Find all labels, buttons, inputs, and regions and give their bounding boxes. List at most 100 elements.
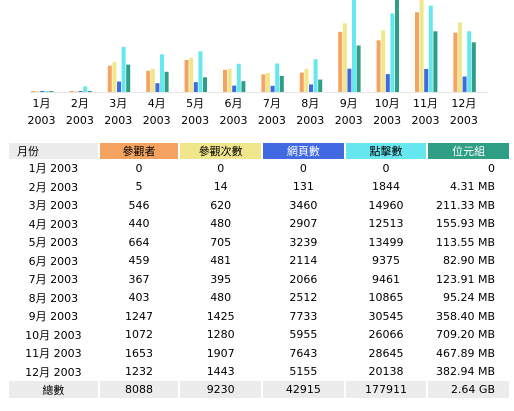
bar-bytes [203, 77, 207, 92]
x-tick-month: 6月 [225, 97, 243, 110]
bar-pages [232, 85, 237, 92]
bar-visits [419, 0, 424, 92]
x-tick-year: 2003 [373, 114, 401, 127]
cell-visits: 620 [210, 198, 232, 212]
bar-visits [112, 62, 117, 92]
monthly-bar-chart: 1月 2003 2月 2003 3月 2003 4月 2003 5月 2003 6月 2003 7月 20… [28, 0, 488, 127]
table-row: 7月 2003 367 395 2066 9461 123.91 MB [9, 270, 509, 289]
cell-bytes: 95.24 MB [442, 291, 495, 305]
cell-visitors: 5 [135, 180, 143, 194]
bar-visitors [415, 12, 419, 92]
cell-visitors: 440 [128, 217, 150, 231]
bar-bytes [241, 81, 246, 92]
cell-pages: 7643 [289, 346, 318, 360]
cell-pages: 5155 [289, 365, 318, 379]
cell-visitors: 0 [135, 161, 143, 175]
cell-pages: 0 [299, 161, 307, 175]
bar-visits [381, 30, 386, 92]
bar-bytes [126, 64, 131, 92]
bar-pages [155, 83, 160, 92]
x-tick-year: 2003 [143, 114, 171, 127]
bar-pages [117, 81, 121, 92]
cell-month: 4月 2003 [28, 217, 79, 231]
cell-month: 1月 2003 [28, 162, 79, 176]
cell-pages: 7733 [289, 309, 318, 323]
cell-pages: 42915 [263, 381, 344, 398]
cell-pages: 2066 [289, 272, 318, 286]
cell-visits: 480 [210, 217, 232, 231]
x-tick-month: 7月 [263, 97, 281, 110]
bar-pages [309, 84, 313, 92]
cell-visitors: 1072 [125, 328, 154, 342]
bar-hits [467, 31, 472, 92]
monthly-stats-table: 月份 參觀者 參觀次數 網頁數 點擊數 位元組 1月 2003 0 0 0 0 0 2月 2… [7, 143, 511, 398]
cell-month: 8月 2003 [28, 291, 79, 305]
cell-visitors: 403 [128, 291, 150, 305]
cell-visits: 1907 [206, 346, 235, 360]
table-row: 5月 2003 664 705 3239 13499 113.55 MB [9, 233, 509, 252]
cell-month: 總數 [9, 381, 98, 398]
bar-hits [352, 0, 356, 92]
bar-visits [150, 68, 155, 92]
cell-bytes: 4.31 MB [449, 180, 495, 194]
bar-pages [347, 68, 352, 92]
cell-visits: 480 [210, 291, 232, 305]
cell-month: 10月 2003 [25, 328, 82, 342]
table-row: 11月 2003 1653 1907 7643 28645 467.89 MB [9, 344, 509, 363]
table-row: 8月 2003 403 480 2512 10865 95.24 MB [9, 289, 509, 308]
cell-hits: 14960 [368, 198, 404, 212]
header-month: 月份 [9, 143, 98, 159]
cell-hits: 13499 [368, 235, 404, 249]
bar-pages [78, 91, 83, 92]
x-tick-year: 2003 [412, 114, 440, 127]
cell-hits: 26066 [368, 328, 404, 342]
table-row: 12月 2003 1232 1443 5155 20138 382.94 MB [9, 363, 509, 382]
table-row: 6月 2003 459 481 2114 9375 82.90 MB [9, 252, 509, 271]
cell-bytes: 358.40 MB [435, 309, 495, 323]
cell-month: 7月 2003 [28, 273, 79, 287]
x-tick-month: 12月 [451, 97, 476, 110]
x-tick-month: 4月 [148, 97, 166, 110]
header-visitors: 參觀者 [99, 143, 179, 159]
table-row: 4月 2003 440 480 2907 12513 155.93 MB [9, 215, 509, 234]
cell-visits: 705 [210, 235, 232, 249]
bar-hits [121, 46, 126, 92]
bar-bytes [87, 91, 92, 92]
bar-pages [385, 74, 390, 92]
bar-hits [44, 91, 49, 92]
cell-visits: 14 [213, 180, 228, 194]
cell-month: 6月 2003 [28, 254, 79, 268]
cell-bytes: 211.33 MB [435, 198, 495, 212]
header-pages: 網頁數 [263, 143, 344, 159]
cell-hits: 9375 [372, 254, 400, 268]
x-tick-month: 8月 [301, 97, 319, 110]
cell-month: 12月 2003 [25, 365, 82, 379]
cell-pages: 2512 [289, 291, 318, 305]
bar-pages [424, 69, 429, 92]
bar-visitors [376, 40, 381, 92]
cell-visits: 395 [210, 272, 232, 286]
x-tick-year: 2003 [66, 114, 94, 127]
bar-hits [198, 51, 203, 92]
bar-visits [304, 68, 309, 92]
table-row: 10月 2003 1072 1280 5955 26066 709.20 MB [9, 326, 509, 345]
cell-bytes: 467.89 MB [435, 346, 495, 360]
bar-hits [160, 54, 164, 92]
bar-hits [428, 5, 433, 93]
bar-visitors [261, 74, 266, 92]
bar-visits [342, 23, 347, 92]
table-row: 9月 2003 1247 1425 7733 30545 358.40 MB [9, 307, 509, 326]
bar-visits [266, 72, 270, 92]
cell-visitors: 8088 [99, 381, 179, 398]
x-tick-year: 2003 [104, 114, 132, 127]
bar-pages [193, 82, 198, 92]
table-row: 1月 2003 0 0 0 0 0 [9, 159, 509, 178]
cell-pages: 3239 [289, 235, 318, 249]
cell-hits: 10865 [368, 291, 404, 305]
bar-visits [227, 68, 232, 92]
bar-visitors [146, 70, 151, 92]
cell-hits: 177911 [345, 381, 427, 398]
cell-pages: 2907 [289, 217, 318, 231]
bar-visitors [107, 65, 112, 92]
bar-bytes [471, 42, 476, 92]
